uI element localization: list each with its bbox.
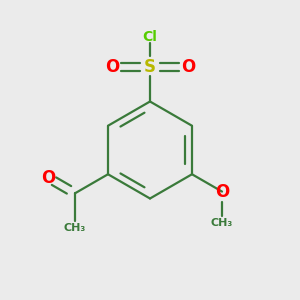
Text: S: S [144, 58, 156, 76]
Text: O: O [41, 169, 55, 187]
Text: CH₃: CH₃ [211, 218, 233, 228]
Text: O: O [181, 58, 195, 76]
Text: O: O [215, 183, 229, 201]
Text: O: O [105, 58, 119, 76]
Text: Cl: Cl [142, 30, 158, 44]
Text: CH₃: CH₃ [64, 223, 86, 233]
